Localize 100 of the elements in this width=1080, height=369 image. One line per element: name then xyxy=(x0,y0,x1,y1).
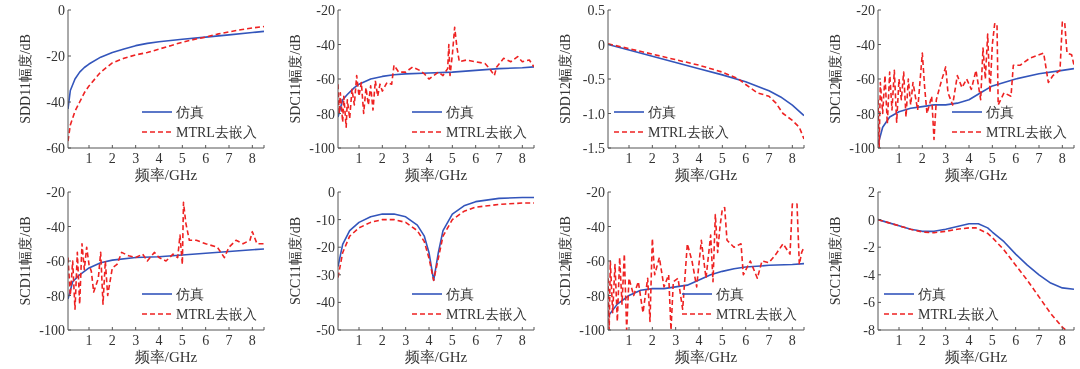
x-tick-label: 4 xyxy=(965,151,973,166)
x-tick-label: 1 xyxy=(85,151,93,166)
x-tick-label: 4 xyxy=(965,333,973,348)
x-tick-label: 5 xyxy=(178,333,186,348)
x-tick-label: 2 xyxy=(648,151,656,166)
y-tick-label: -40 xyxy=(46,95,65,110)
x-tick-label: 4 xyxy=(155,333,163,348)
y-tick-label: -20 xyxy=(316,240,335,256)
y-tick-label: -50 xyxy=(316,323,335,338)
y-tick-label: -60 xyxy=(316,72,335,87)
y-tick-label: -40 xyxy=(46,219,65,235)
y-tick-label: -4 xyxy=(863,267,875,283)
y-tick-label: 0 xyxy=(598,37,605,53)
y-tick-label: -1.5 xyxy=(582,141,605,156)
y-tick-label: -40 xyxy=(586,219,605,235)
y-tick-label: -8 xyxy=(863,323,875,338)
y-tick-label: -60 xyxy=(46,254,65,269)
y-tick-label: 0 xyxy=(328,185,335,200)
x-tick-label: 7 xyxy=(1035,151,1043,166)
y-tick-label: -100 xyxy=(309,141,335,156)
line-series xyxy=(608,43,804,117)
x-tick-label: 8 xyxy=(518,151,526,166)
y-tick-label: -6 xyxy=(863,295,875,311)
x-tick-label: 3 xyxy=(402,151,410,166)
x-tick-label: 4 xyxy=(425,333,433,348)
y-tick-label: -80 xyxy=(586,288,605,304)
y-tick-label: -20 xyxy=(586,185,605,200)
legend-label: MTRL去嵌入 xyxy=(648,125,729,140)
x-tick-label: 6 xyxy=(1012,333,1020,348)
x-tick-label: 2 xyxy=(918,333,926,348)
x-tick-label: 8 xyxy=(518,333,526,348)
y-axis-title: SDD12幅度/dB xyxy=(558,33,573,125)
x-tick-label: 6 xyxy=(472,151,480,166)
y-tick-label: 0.5 xyxy=(587,3,605,18)
y-tick-label: -100 xyxy=(849,141,875,156)
x-tick-label: 4 xyxy=(155,151,163,166)
y-tick-label: -100 xyxy=(39,323,65,338)
x-tick-label: 8 xyxy=(1058,333,1066,348)
y-tick-label: -80 xyxy=(316,106,335,122)
x-tick-label: 3 xyxy=(672,333,680,348)
x-tick-label: 7 xyxy=(495,151,503,166)
y-tick-label: -20 xyxy=(856,3,875,18)
x-tick-label: 3 xyxy=(942,151,950,166)
legend-label: MTRL去嵌入 xyxy=(176,307,257,322)
y-axis-title: SCD12幅度/dB xyxy=(558,216,573,306)
y-tick-label: -60 xyxy=(856,72,875,87)
y-tick-label: 2 xyxy=(868,185,875,200)
x-tick-label: 3 xyxy=(132,151,140,166)
x-tick-label: 6 xyxy=(742,333,750,348)
y-tick-label: -10 xyxy=(316,212,335,228)
legend-label: 仿真 xyxy=(917,287,946,302)
x-tick-label: 3 xyxy=(132,333,140,348)
legend-label: 仿真 xyxy=(175,105,204,120)
x-tick-label: 4 xyxy=(695,151,703,166)
y-tick-label: -40 xyxy=(316,37,335,53)
x-axis-title: 频率/GHz xyxy=(134,167,198,183)
x-tick-label: 4 xyxy=(695,333,703,348)
y-tick-label: -20 xyxy=(46,185,65,200)
x-axis-title: 频率/GHz xyxy=(944,349,1008,365)
legend-label: 仿真 xyxy=(175,287,204,302)
legend-label: MTRL去嵌入 xyxy=(986,125,1067,140)
x-axis-title: 频率/GHz xyxy=(404,349,468,365)
x-tick-label: 3 xyxy=(402,333,410,348)
x-tick-label: 6 xyxy=(742,151,750,166)
x-tick-label: 6 xyxy=(202,333,210,348)
x-tick-label: 1 xyxy=(355,333,363,348)
y-tick-label: 0 xyxy=(58,3,65,18)
y-tick-label: -0.5 xyxy=(582,72,605,87)
line-series xyxy=(608,43,804,140)
legend-label: MTRL去嵌入 xyxy=(176,125,257,140)
y-tick-label: -80 xyxy=(46,288,65,304)
x-tick-label: 2 xyxy=(108,151,116,166)
x-tick-label: 8 xyxy=(1058,151,1066,166)
x-tick-label: 6 xyxy=(472,333,480,348)
x-axis-title: 频率/GHz xyxy=(674,349,738,365)
y-tick-label: -20 xyxy=(46,49,65,64)
x-tick-label: 7 xyxy=(1035,333,1043,348)
x-tick-label: 6 xyxy=(202,151,210,166)
legend-label: MTRL去嵌入 xyxy=(716,307,797,322)
x-tick-label: 8 xyxy=(788,333,796,348)
x-tick-label: 7 xyxy=(225,151,233,166)
y-axis-title: SDD11幅度/dB xyxy=(18,34,33,124)
x-tick-label: 3 xyxy=(672,151,680,166)
y-tick-label: -1.0 xyxy=(582,106,605,122)
y-axis-title: SCD11幅度/dB xyxy=(18,216,33,306)
y-tick-label: -100 xyxy=(579,323,605,338)
y-tick-label: -60 xyxy=(586,254,605,269)
y-axis-title: SCC12幅度/dB xyxy=(828,216,843,306)
legend-label: 仿真 xyxy=(985,105,1014,120)
y-axis-title: SDC11幅度/dB xyxy=(288,34,303,124)
x-tick-label: 1 xyxy=(625,151,633,166)
x-tick-label: 8 xyxy=(788,151,796,166)
y-tick-label: -40 xyxy=(856,37,875,53)
x-axis-title: 频率/GHz xyxy=(404,167,468,183)
y-tick-label: -2 xyxy=(863,240,875,256)
y-axis-title: SCC11幅度/dB xyxy=(288,216,303,306)
legend-label: 仿真 xyxy=(445,105,474,120)
x-tick-label: 2 xyxy=(378,333,386,348)
x-tick-label: 1 xyxy=(355,151,363,166)
x-tick-label: 2 xyxy=(108,333,116,348)
